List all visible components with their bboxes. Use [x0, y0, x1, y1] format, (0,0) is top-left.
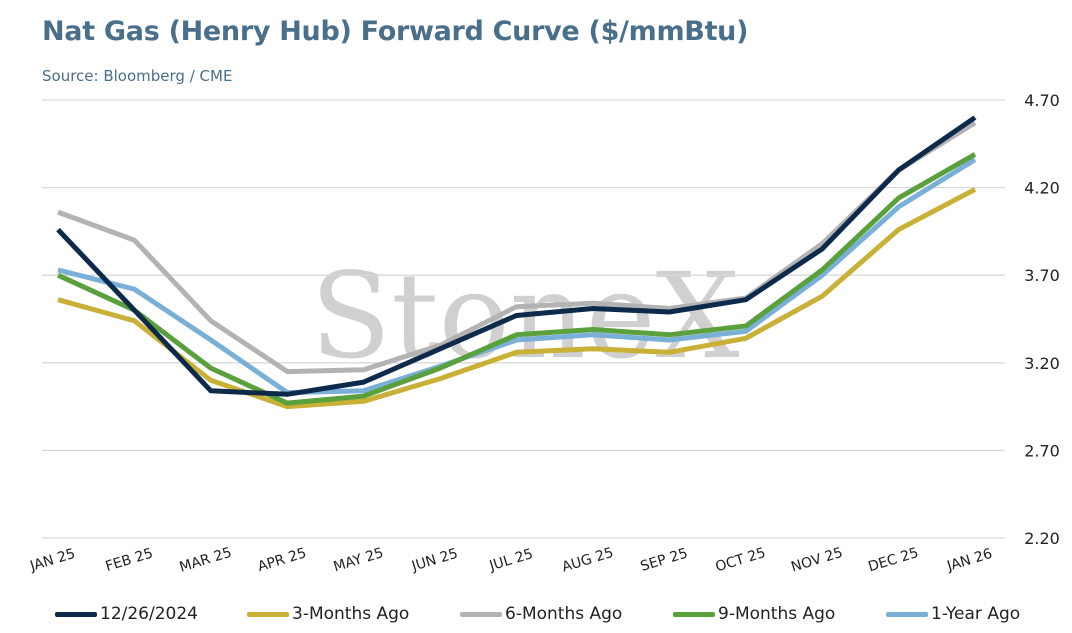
legend-swatch: [247, 611, 289, 617]
series-line-2: [57, 120, 977, 375]
x-tick-label: MAY 25: [332, 545, 386, 575]
y-tick-label: 2.20: [1024, 529, 1060, 548]
x-tick-label: FEB 25: [104, 545, 155, 575]
legend: 12/26/2024 3-Months Ago 6-Months Ago 9-Mont…: [0, 600, 1072, 628]
x-tick-label: OCT 25: [714, 545, 768, 575]
y-tick-label: 4.20: [1024, 179, 1060, 198]
legend-swatch: [460, 611, 502, 617]
legend-item: 12/26/2024: [55, 600, 198, 628]
legend-item: 3-Months Ago: [247, 600, 409, 628]
chart-title: Nat Gas (Henry Hub) Forward Curve ($/mmB…: [42, 16, 749, 47]
legend-swatch: [673, 611, 715, 617]
x-tick-label: NOV 25: [789, 545, 844, 576]
x-tick-label: JUN 25: [409, 546, 460, 575]
legend-item: 6-Months Ago: [460, 600, 622, 628]
chart-subtitle: Source: Bloomberg / CME: [42, 67, 233, 85]
legend-swatch: [55, 611, 97, 617]
x-tick-label: DEC 25: [866, 545, 920, 575]
y-tick-label: 4.70: [1024, 91, 1060, 110]
series-line-4: [57, 157, 977, 396]
series-lines: [56, 115, 977, 410]
legend-swatch: [886, 611, 928, 617]
gridlines: [42, 99, 1005, 539]
y-tick-label: 3.20: [1024, 354, 1060, 373]
legend-label: 9-Months Ago: [718, 604, 836, 624]
series-line-1: [57, 187, 977, 410]
x-axis-ticks: JAN 25 FEB 25 MAR 25 APR 25 MAY 25 JUN 25 JUL …: [27, 545, 994, 576]
series-line-3: [56, 152, 977, 406]
legend-label: 6-Months Ago: [505, 604, 623, 624]
x-tick-label: SEP 25: [639, 545, 690, 574]
chart-area: StoneX 4.704.203.703.202.702.20 JAN 25 FE…: [27, 91, 1060, 576]
y-tick-label: 2.70: [1024, 441, 1060, 460]
x-tick-label: APR 25: [256, 545, 309, 575]
y-tick-label: 3.70: [1024, 266, 1060, 285]
x-tick-label: AUG 25: [560, 545, 615, 576]
legend-item: 9-Months Ago: [673, 600, 835, 628]
x-tick-label: JAN 26: [944, 546, 994, 575]
legend-item: 1-Year Ago: [886, 600, 1020, 628]
x-tick-label: JAN 25: [27, 546, 77, 575]
series-line-0: [56, 115, 977, 397]
x-tick-label: JUL 25: [487, 546, 535, 575]
x-tick-label: MAR 25: [178, 545, 234, 576]
y-axis-ticks: 4.70 4.20 3.70 3.20 2.70 2.20: [1024, 91, 1060, 548]
legend-label: 3-Months Ago: [292, 604, 410, 624]
legend-label: 1-Year Ago: [931, 604, 1021, 624]
legend-label: 12/26/2024: [100, 604, 198, 624]
